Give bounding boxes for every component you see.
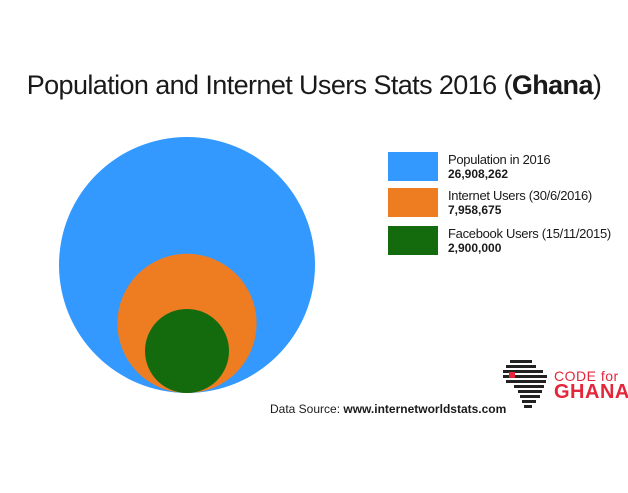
source-prefix: Data Source: (270, 402, 344, 416)
legend-swatch-internet (388, 188, 438, 217)
title-prefix: Population and Internet Users Stats 2016… (26, 70, 513, 100)
legend-value-facebook: 2,900,000 (448, 241, 502, 255)
legend-label-population: Population in 2016 (448, 152, 551, 167)
circle-facebook-users (144, 308, 230, 394)
title-country: Ghana (511, 70, 594, 100)
logo-text-ghana: GHANA (554, 381, 628, 403)
chart-title: Population and Internet Users Stats 2016… (0, 70, 628, 101)
title-suffix: ) (592, 70, 602, 100)
legend-value-population: 26,908,262 (448, 167, 509, 181)
source-url: www.internetworldstats.com (343, 402, 507, 416)
legend-label-facebook: Facebook Users (15/11/2015) (448, 226, 611, 241)
logo-text-code-for: CODE for (554, 368, 619, 384)
code-for-ghana-logo: CODE for GHANA (500, 358, 628, 410)
legend-label-internet: Internet Users (30/6/2016) (448, 188, 592, 203)
legend-value-internet: 7,958,675 (448, 203, 502, 217)
africa-map-icon (503, 360, 547, 408)
data-source: Data Source: www.internetworldstats.com (270, 402, 506, 416)
legend-swatch-facebook (388, 226, 438, 255)
legend-swatch-population (388, 152, 438, 181)
